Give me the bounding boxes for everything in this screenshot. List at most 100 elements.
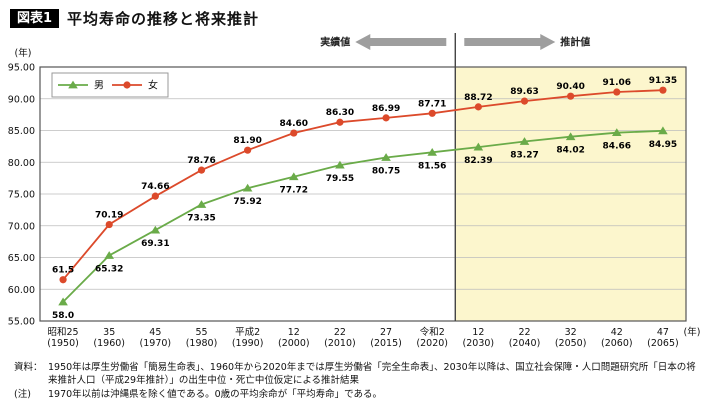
x-axis-unit: (年) [684, 326, 701, 338]
x-axis-label-year: (2065) [647, 338, 679, 349]
marker-men-icon [381, 153, 391, 161]
x-axis-label-year: (1980) [186, 338, 218, 349]
x-axis-label-year: (2060) [601, 338, 633, 349]
y-axis-label: 60.00 [8, 285, 35, 296]
value-label-men: 79.55 [326, 174, 354, 184]
y-axis-label: 55.00 [8, 317, 35, 328]
marker-women-icon [151, 192, 159, 200]
value-label-men: 77.72 [280, 186, 308, 196]
marker-men-icon [196, 200, 207, 208]
value-label-men: 75.92 [233, 197, 261, 207]
note-text: 1970年以前は沖縄県を除く値である。0歳の平均余命が「平均寿命」である。 [48, 388, 383, 400]
plot-border [39, 66, 687, 322]
actual-left-arrow-icon [355, 34, 447, 50]
value-label-men: 80.75 [372, 166, 400, 176]
y-axis-label: 95.00 [8, 63, 35, 74]
x-axis-label-era: 47 [657, 327, 669, 338]
marker-men-icon [58, 297, 68, 306]
x-axis-label-year: (2040) [509, 338, 541, 349]
value-label-men: 84.95 [649, 140, 677, 150]
value-label-women: 87.71 [418, 99, 446, 109]
projection-right-arrow-icon [464, 34, 556, 50]
projection-values-label: 推計値 [560, 36, 590, 49]
value-label-women: 70.19 [95, 211, 123, 221]
marker-men-icon [611, 128, 622, 137]
x-axis-label-year: (1990) [232, 338, 264, 349]
marker-men-icon [658, 126, 668, 135]
x-axis-label-era: 42 [611, 327, 623, 338]
x-axis-label-year: (1970) [140, 338, 172, 349]
legend-label-women: 女 [148, 79, 158, 92]
value-label-women: 91.06 [603, 78, 631, 88]
marker-women-icon [197, 166, 206, 174]
legend-marker-men-icon [68, 80, 78, 89]
x-axis-label-year: (2030) [463, 338, 495, 349]
marker-men-icon [565, 132, 576, 141]
value-label-men: 83.27 [510, 150, 538, 160]
value-label-women: 89.63 [510, 87, 538, 97]
x-axis-label-era: 55 [195, 327, 207, 338]
marker-men-icon [427, 147, 438, 156]
chart-footer: 資料： 1950年は厚生労働省「簡易生命表」、1960年から2020年までは厚生… [0, 361, 710, 401]
x-axis-label-era: 平成2 [235, 326, 260, 338]
source-label: 資料： [14, 362, 43, 373]
marker-women-icon [428, 109, 436, 117]
value-label-women: 91.35 [649, 76, 677, 86]
actual-values-label: 実績値 [320, 36, 350, 49]
marker-women-icon [244, 146, 252, 154]
chart-svg: 55.00 60.00 65.00 70.00 75.00 80.00 85.00 90.00… [8, 33, 701, 349]
marker-men-icon [104, 251, 115, 259]
value-label-men: 65.32 [95, 264, 123, 274]
x-axis-label-year: (1960) [93, 338, 125, 349]
source-note: 資料： 1950年は厚生労働省「簡易生命表」、1960年から2020年までは厚生… [14, 361, 696, 388]
y-axis-label: 85.00 [8, 126, 35, 137]
x-axis-label-era: 22 [334, 327, 346, 338]
value-label-men: 81.56 [418, 161, 446, 171]
x-axis-label-year: (2010) [324, 338, 356, 349]
x-axis-label-year: (2015) [370, 338, 402, 349]
x-axis-label-era: 45 [149, 327, 161, 338]
marker-women-icon [613, 88, 621, 96]
value-label-women: 61.5 [52, 266, 74, 276]
value-label-men: 58.0 [52, 311, 74, 321]
marker-women-icon [59, 276, 67, 284]
y-axis-label: 70.00 [8, 221, 35, 232]
footnote: (注) 1970年以前は沖縄県を除く値である。0歳の平均余命が「平均寿命」である… [14, 388, 696, 401]
x-axis-label-year: (2020) [416, 338, 448, 349]
x-axis-label-era: 27 [380, 327, 392, 338]
x-axis-label-era: 昭和25 [48, 327, 79, 338]
page-title: 平均寿命の推移と将来推計 [67, 10, 260, 28]
value-label-women: 86.99 [372, 104, 400, 114]
value-label-men: 84.66 [603, 142, 631, 152]
marker-men-icon [288, 172, 299, 181]
series-line-women [62, 89, 663, 281]
figure-badge: 図表1 [10, 8, 60, 29]
marker-men-icon [242, 183, 253, 192]
legend-label-men: 男 [94, 80, 104, 92]
value-label-women: 86.30 [326, 108, 354, 118]
x-axis-label-era: 35 [103, 327, 115, 338]
marker-women-icon [567, 92, 575, 100]
y-axis-unit: (年) [15, 47, 32, 59]
marker-women-icon [474, 103, 482, 111]
marker-women-icon [105, 220, 113, 229]
value-label-women: 84.60 [280, 119, 308, 129]
value-label-men: 84.02 [556, 146, 584, 156]
x-axis-label-era: 12 [472, 327, 484, 338]
value-label-women: 81.90 [233, 136, 261, 146]
marker-women-icon [520, 97, 529, 105]
legend-marker-women-icon [123, 81, 131, 89]
marker-men-icon [519, 137, 530, 145]
marker-women-icon [290, 129, 298, 137]
marker-men-icon [335, 160, 345, 169]
marker-women-icon [336, 118, 344, 126]
chart-header: 図表1 平均寿命の推移と将来推計 [0, 0, 710, 29]
value-label-women: 88.72 [464, 93, 492, 103]
x-axis-label-era: 令和2 [420, 326, 445, 338]
value-label-women: 78.76 [187, 156, 215, 166]
marker-women-icon [382, 114, 390, 122]
value-label-men: 69.31 [141, 239, 169, 249]
y-axis-label: 75.00 [8, 190, 35, 201]
value-label-women: 90.40 [556, 82, 584, 92]
source-text: 1950年は厚生労働省「簡易生命表」、1960年から2020年までは厚生労働省「… [48, 362, 696, 387]
